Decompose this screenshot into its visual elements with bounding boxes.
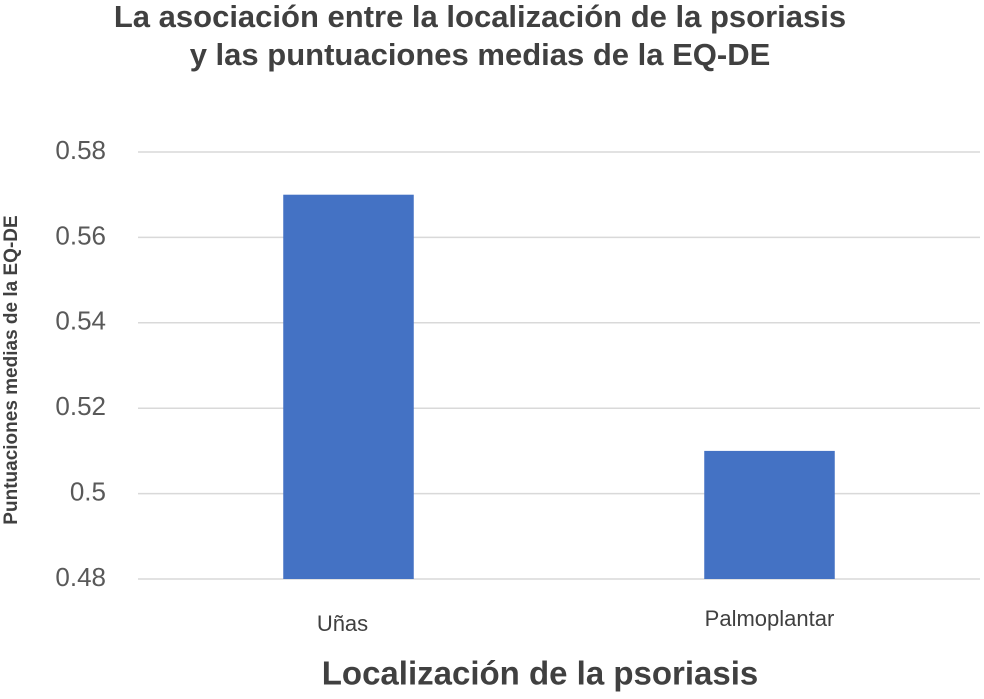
x-tick-label: Uñas [317, 611, 368, 636]
y-tick-label: 0.52 [55, 391, 106, 421]
x-tick-label: Palmoplantar [705, 606, 835, 631]
x-axis-label: Localización de la psoriasis [322, 655, 759, 692]
bar [704, 450, 835, 579]
chart-title: y las puntuaciones medias de la EQ-DE [190, 37, 771, 72]
y-axis-label: Puntuaciones medias de la EQ-DE [1, 215, 22, 524]
y-tick-label: 0.48 [55, 562, 106, 592]
bar [283, 194, 414, 579]
chart-title: La asociación entre la localización de l… [114, 0, 846, 34]
y-tick-label: 0.5 [70, 476, 106, 506]
y-tick-label: 0.58 [55, 135, 106, 165]
y-tick-label: 0.54 [55, 306, 106, 336]
y-tick-label: 0.56 [55, 220, 106, 250]
